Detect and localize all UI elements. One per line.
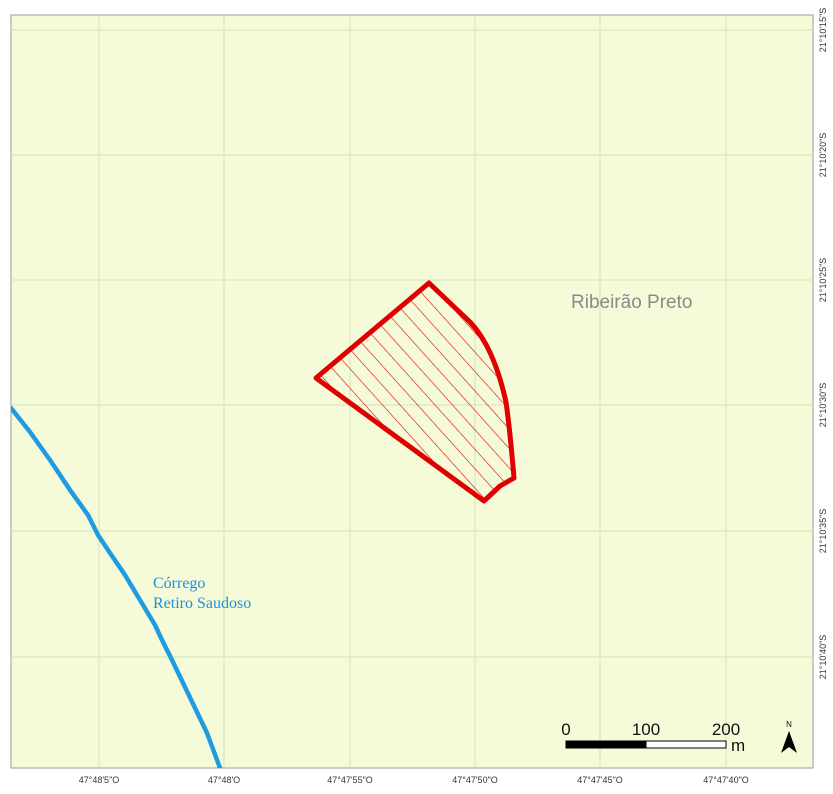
area-polygon[interactable] — [313, 280, 517, 504]
longitude-label: 47°47'40"O — [703, 775, 749, 785]
longitude-label: 47°48'O — [208, 775, 240, 785]
north-arrow-shape — [781, 731, 797, 753]
scale-label-0: 0 — [561, 720, 570, 739]
scale-bar-segment-filled — [565, 740, 647, 749]
latitude-label: 21°10'30"S — [818, 383, 828, 428]
city-label: Ribeirão Preto — [571, 292, 692, 313]
latitude-label: 21°10'15"S — [818, 8, 828, 53]
longitude-labels: 47°48'5"O 47°48'O 47°47'55"O 47°47'50"O … — [79, 775, 749, 785]
latitude-label: 21°10'35"S — [818, 509, 828, 554]
stream-line — [11, 405, 223, 768]
latitude-label: 21°10'20"S — [818, 133, 828, 178]
longitude-label: 47°48'5"O — [79, 775, 120, 785]
scale-unit: m — [731, 736, 745, 755]
stream-label-line1: Córrego — [153, 575, 205, 592]
longitude-label: 47°47'50"O — [452, 775, 498, 785]
scale-bar-segment-empty — [645, 740, 727, 749]
longitude-label: 47°47'55"O — [327, 775, 373, 785]
scale-label-100: 100 — [632, 720, 660, 739]
stream-label-line2: Retiro Saudoso — [153, 595, 251, 612]
north-arrow-icon: N — [781, 720, 797, 753]
latitude-labels: 21°10'15"S 21°10'20"S 21°10'25"S 21°10'3… — [818, 8, 828, 680]
latitude-label: 21°10'25"S — [818, 258, 828, 303]
longitude-label: 47°47'45"O — [577, 775, 623, 785]
latitude-label: 21°10'40"S — [818, 635, 828, 680]
scale-label-200: 200 — [712, 720, 740, 739]
north-label: N — [786, 720, 792, 729]
scale-bar: 0 100 200 m — [561, 720, 745, 755]
